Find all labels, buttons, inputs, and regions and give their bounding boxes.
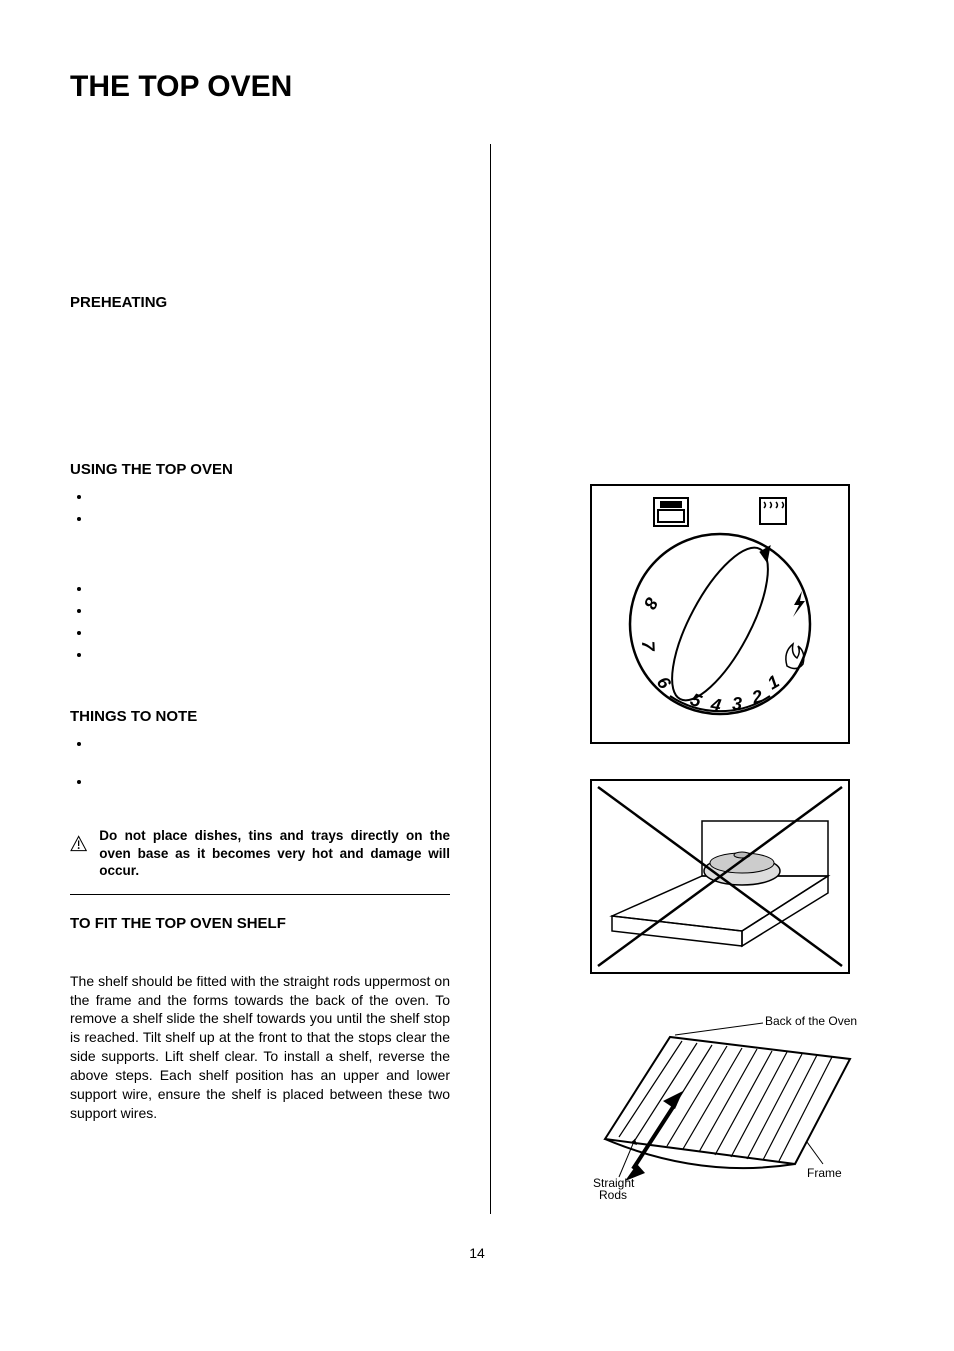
crossout-figure (590, 779, 850, 974)
frame-label: Frame (807, 1166, 842, 1180)
notes-heading: THINGS TO NOTE (70, 708, 450, 725)
column-divider (490, 144, 491, 1214)
warning-text: Do not place dishes, tins and trays dire… (99, 827, 450, 880)
list-item (92, 646, 450, 666)
knob-figure: 1 2 3 4 5 6 7 8 (590, 484, 850, 744)
list-item (92, 602, 450, 622)
left-column: PREHEATING USING THE TOP OVEN THINGS TO … (70, 144, 470, 1214)
page-title: THE TOP OVEN (70, 70, 894, 104)
back-label: Back of the Oven (765, 1014, 857, 1028)
svg-text:7: 7 (638, 640, 658, 652)
fit-body: The shelf should be fitted with the stra… (70, 972, 450, 1123)
preheating-heading: PREHEATING (70, 294, 450, 311)
using-bullets (70, 488, 450, 666)
list-item (92, 510, 450, 530)
fit-heading: TO FIT THE TOP OVEN SHELF (70, 915, 450, 932)
svg-text:8: 8 (640, 594, 662, 612)
warning-box: Do not place dishes, tins and trays dire… (70, 815, 450, 895)
list-item (92, 580, 450, 600)
list-item (92, 773, 450, 793)
warning-icon (70, 827, 87, 861)
list-item (92, 735, 450, 755)
svg-text:4: 4 (708, 694, 722, 716)
using-heading: USING THE TOP OVEN (70, 461, 450, 478)
page-number: 14 (0, 1245, 954, 1261)
notes-bullets (70, 735, 450, 793)
list-item (92, 488, 450, 508)
shelf-figure: Back of the Oven Frame Straight Rods (575, 1009, 865, 1214)
right-column: 1 2 3 4 5 6 7 8 (516, 144, 894, 1214)
rods-label-2: Rods (599, 1188, 627, 1202)
list-item (92, 624, 450, 644)
